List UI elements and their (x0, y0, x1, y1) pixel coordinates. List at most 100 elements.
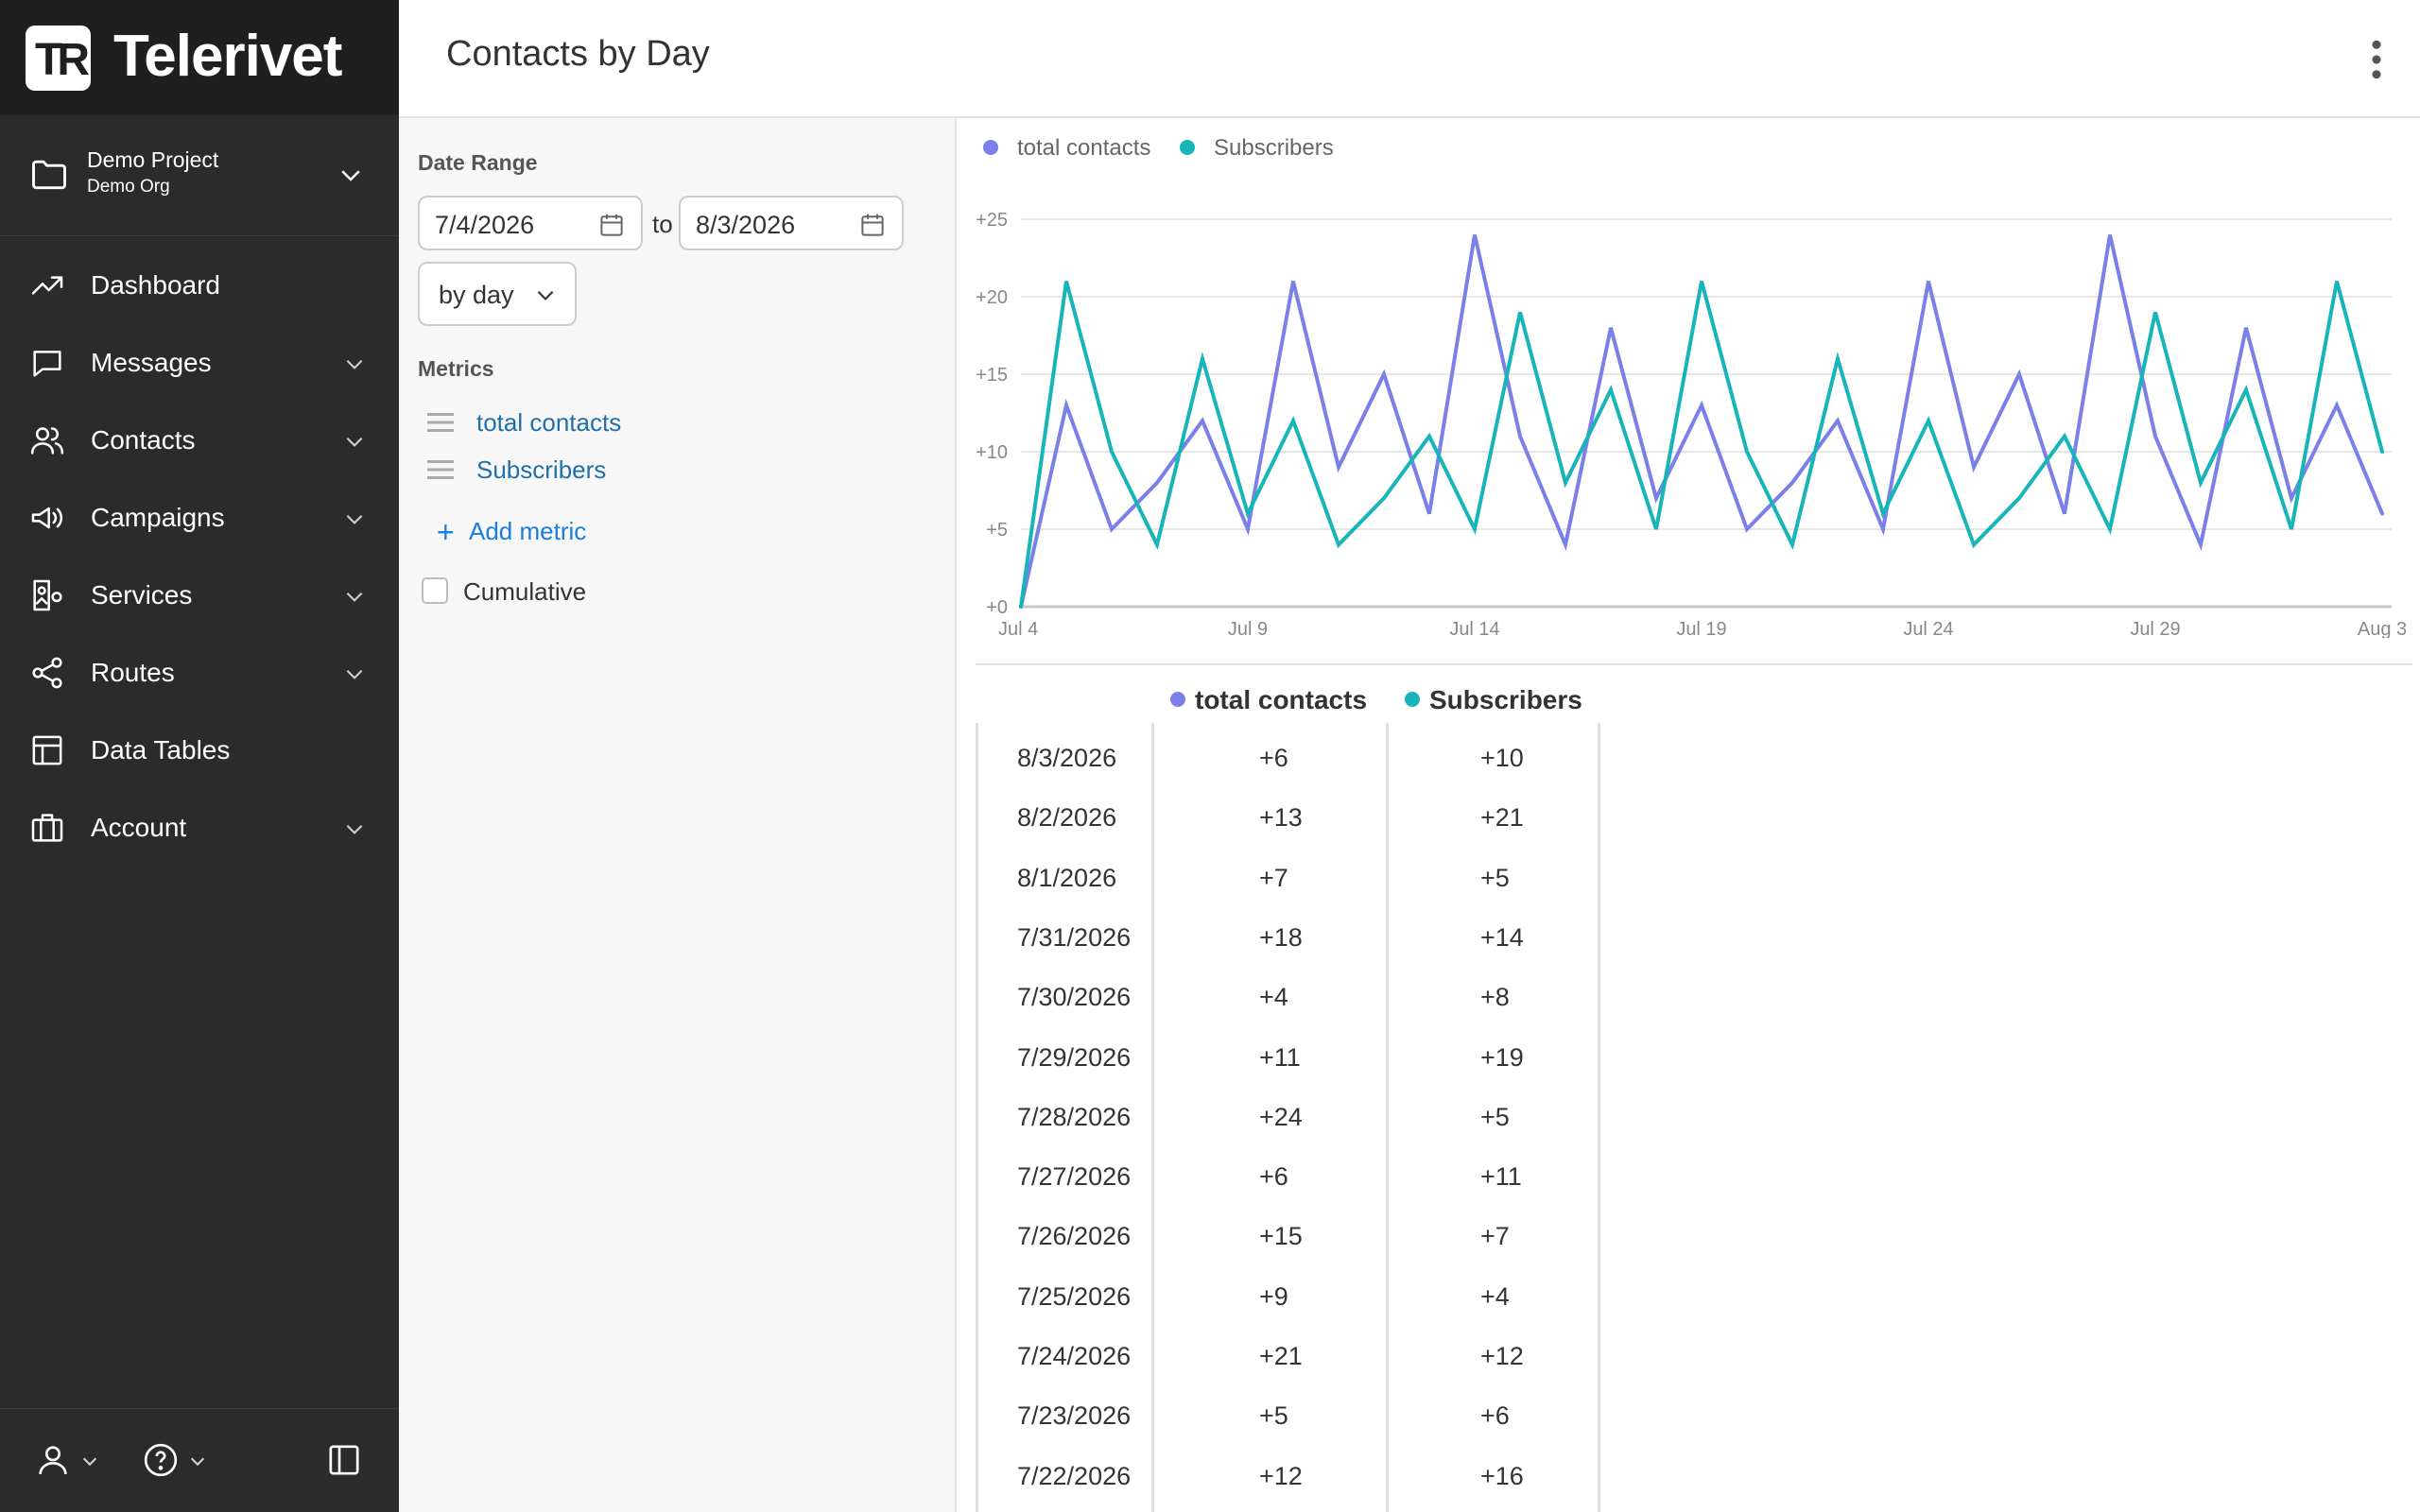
row-subscribers: +21 (1480, 803, 1524, 833)
row-date: 8/1/2026 (1017, 863, 1117, 892)
more-options-icon[interactable] (2371, 40, 2382, 79)
collapse-sidebar-button[interactable] (325, 1441, 363, 1484)
telerivet-logo[interactable]: TR (26, 26, 91, 91)
user-menu-button[interactable] (34, 1441, 97, 1484)
row-total-contacts: +21 (1259, 1342, 1303, 1370)
y-tick-label: +10 (976, 442, 1008, 463)
briefcase-icon (31, 814, 63, 842)
metric-link-subscribers[interactable]: Subscribers (476, 455, 607, 484)
metric-row: Subscribers (418, 450, 1065, 488)
row-subscribers: +8 (1480, 983, 1510, 1012)
table-row: 7/23/2026 +5 +6 (976, 1390, 1921, 1450)
column-divider (1598, 723, 1600, 1512)
y-tick-label: +15 (976, 365, 1008, 386)
interval-value: by day (439, 281, 514, 309)
sidebar-item-dashboard[interactable]: Dashboard (0, 251, 399, 319)
line-chart: +0 +5 +10 +15 +20 +25 Jul 4 Jul 9 Jul 14 Jul 19 Ju… (976, 210, 2407, 638)
project-switcher[interactable]: Demo Project Demo Org (0, 115, 399, 236)
table-row: 7/25/2026 +9 +4 (976, 1271, 1921, 1331)
row-date: 7/29/2026 (1017, 1042, 1132, 1072)
y-tick-label: +5 (986, 520, 1008, 541)
sidebar-item-label: Campaigns (91, 503, 225, 532)
row-total-contacts: +6 (1259, 1162, 1288, 1192)
metric-link-total-contacts[interactable]: total contacts (476, 408, 622, 437)
legend-item-subscribers[interactable]: Subscribers (1180, 135, 1334, 162)
table-row: 7/27/2026 +6 +11 (976, 1151, 1921, 1211)
chevron-down-icon (346, 592, 363, 602)
row-total-contacts: +6 (1259, 744, 1288, 772)
column-header-total-contacts: total contacts (1170, 685, 1367, 715)
chevron-down-icon (537, 290, 554, 301)
row-total-contacts: +24 (1259, 1102, 1303, 1131)
row-subscribers: +19 (1480, 1042, 1524, 1072)
table-row: 8/1/2026 +7 +5 (976, 852, 1921, 912)
interval-select[interactable]: by day (418, 262, 577, 326)
table-row: 8/2/2026 +13 +21 (976, 792, 1921, 851)
checkbox-box[interactable] (422, 577, 448, 604)
sidebar-item-contacts[interactable]: Contacts (0, 406, 399, 474)
row-date: 7/31/2026 (1017, 922, 1132, 952)
row-total-contacts: +4 (1259, 983, 1288, 1012)
end-date-input[interactable]: 8/3/2026 (679, 196, 904, 250)
sidebar-item-routes[interactable]: Routes (0, 639, 399, 707)
help-icon (144, 1443, 178, 1477)
row-total-contacts: +12 (1259, 1461, 1303, 1490)
row-subscribers: +11 (1480, 1162, 1522, 1192)
x-tick-label: Jul 24 (1903, 619, 1953, 638)
row-total-contacts: +9 (1259, 1281, 1288, 1311)
sidebar-item-label: Dashboard (91, 270, 220, 300)
row-subscribers: +6 (1480, 1401, 1510, 1431)
chart-area: total contacts Subscribers +0 +5 +10 +15 +20… (957, 118, 2420, 1512)
users-icon (30, 427, 64, 455)
row-subscribers: +12 (1480, 1342, 1524, 1370)
legend-dot (983, 140, 998, 155)
help-menu-button[interactable] (142, 1441, 205, 1484)
add-metric-button[interactable]: + Add metric (437, 515, 587, 549)
project-name: Demo Project (87, 147, 219, 172)
row-date: 7/23/2026 (1017, 1401, 1132, 1431)
sidebar-item-campaigns[interactable]: Campaigns (0, 484, 399, 552)
sidebar-footer (0, 1408, 399, 1512)
folder-icon (32, 160, 66, 190)
row-total-contacts: +18 (1259, 922, 1303, 952)
calendar-icon[interactable] (858, 211, 887, 239)
x-tick-label: Jul 14 (1449, 619, 1499, 638)
chevron-down-icon (341, 170, 360, 181)
x-tick-label: Jul 19 (1676, 619, 1726, 638)
brand-name: Telerivet (113, 24, 342, 89)
legend-item-total-contacts[interactable]: total contacts (983, 135, 1150, 162)
sidebar-item-data-tables[interactable]: Data Tables (0, 716, 399, 784)
date-range-label: Date Range (418, 150, 538, 175)
legend-dot (1180, 140, 1195, 155)
series-line-total-contacts (1019, 233, 2384, 609)
row-date: 7/26/2026 (1017, 1222, 1132, 1251)
row-subscribers: +10 (1480, 744, 1524, 772)
table-row: 7/30/2026 +4 +8 (976, 971, 1921, 1031)
sidebar-item-label: Routes (91, 658, 175, 687)
sidebar-item-label: Account (91, 813, 187, 842)
metrics-label: Metrics (418, 356, 494, 381)
sidebar-item-services[interactable]: Services (0, 561, 399, 629)
drag-handle-icon[interactable] (427, 412, 454, 433)
row-date: 7/28/2026 (1017, 1102, 1132, 1131)
drag-handle-icon[interactable] (427, 459, 454, 480)
row-total-contacts: +7 (1259, 863, 1288, 892)
chevron-down-icon (346, 669, 363, 679)
start-date-input[interactable]: 7/4/2026 (418, 196, 643, 250)
y-tick-label: +0 (986, 597, 1008, 618)
sidebar-item-account[interactable]: Account (0, 794, 399, 862)
logo-bar: TR Telerivet (0, 0, 399, 115)
table-row: 7/26/2026 +15 +7 (976, 1211, 1921, 1270)
calendar-icon[interactable] (597, 211, 626, 239)
page-title: Contacts by Day (446, 34, 710, 74)
sidebar-item-label: Services (91, 580, 193, 610)
start-date-value: 7/4/2026 (435, 211, 535, 239)
y-tick-label: +25 (976, 210, 1008, 231)
row-subscribers: +16 (1480, 1461, 1524, 1490)
x-tick-label: Aug 3 (2358, 619, 2407, 638)
row-subscribers: +14 (1480, 922, 1524, 952)
chat-icon (33, 351, 61, 377)
row-subscribers: +5 (1480, 1102, 1510, 1131)
row-subscribers: +5 (1480, 863, 1510, 892)
sidebar-item-messages[interactable]: Messages (0, 329, 399, 397)
